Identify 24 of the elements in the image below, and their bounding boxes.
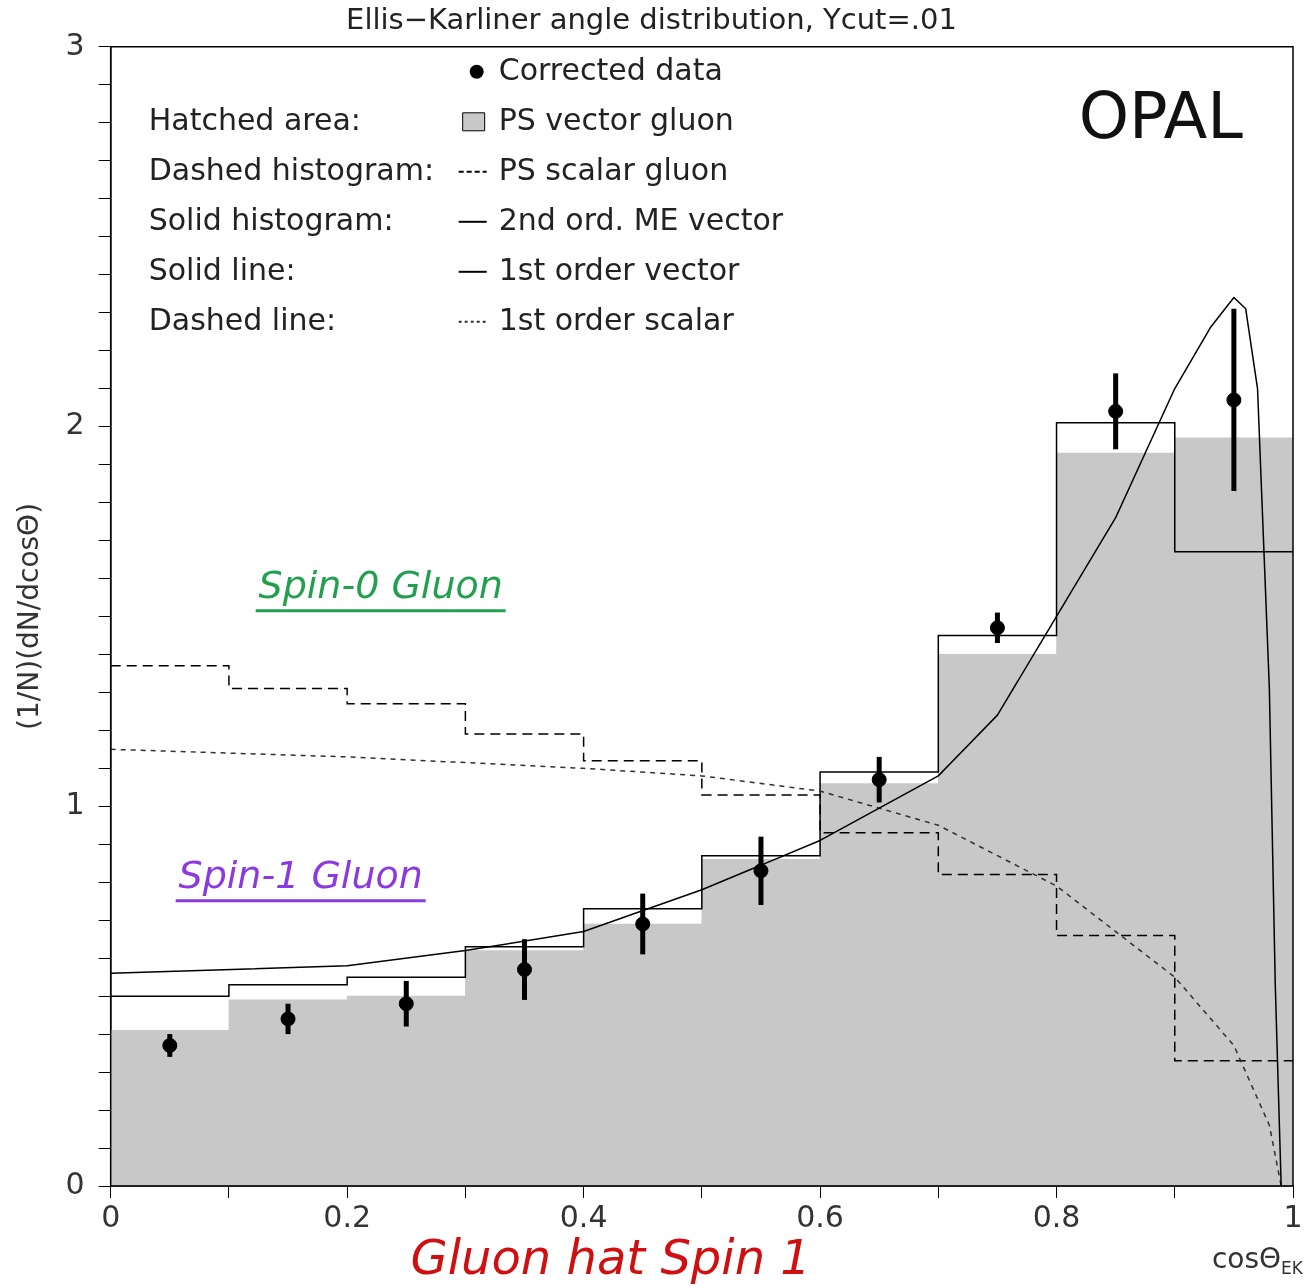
annotation: Solid line: — [148, 251, 296, 287]
x-tick-label: 0.8 — [1032, 1198, 1081, 1234]
legend-label: 1st order vector — [498, 251, 741, 287]
y-tick-label: 0 — [65, 1165, 85, 1201]
x-tick-label: 1 — [1283, 1198, 1303, 1234]
annotation: Dashed histogram: — [148, 151, 435, 187]
legend-label: 2nd ord. ME vector — [498, 201, 784, 237]
legend-label: PS vector gluon — [498, 101, 734, 137]
y-tick-label: 2 — [65, 406, 85, 442]
annotation: Spin-1 Gluon — [178, 852, 423, 897]
annotation: Spin-0 Gluon — [258, 562, 503, 607]
annotation: Dashed line: — [148, 301, 337, 337]
annotation: OPAL — [1078, 79, 1244, 154]
chart-title: Ellis−Karliner angle distribution, Ycut=.01 — [346, 1, 957, 36]
annotation: Hatched area: — [148, 101, 361, 137]
x-tick-label: 0.2 — [323, 1198, 372, 1234]
legend-label: PS scalar gluon — [498, 151, 729, 187]
y-tick-label: 3 — [65, 26, 85, 62]
legend-label: 1st order scalar — [498, 301, 735, 337]
y-tick-label: 1 — [65, 786, 85, 822]
y-axis-title: (1/N)(dN/dcosΘ) — [12, 502, 46, 730]
annotation: Solid histogram: — [148, 201, 394, 237]
legend-label: Corrected data — [498, 51, 723, 87]
x-tick-label: 0 — [101, 1198, 121, 1234]
